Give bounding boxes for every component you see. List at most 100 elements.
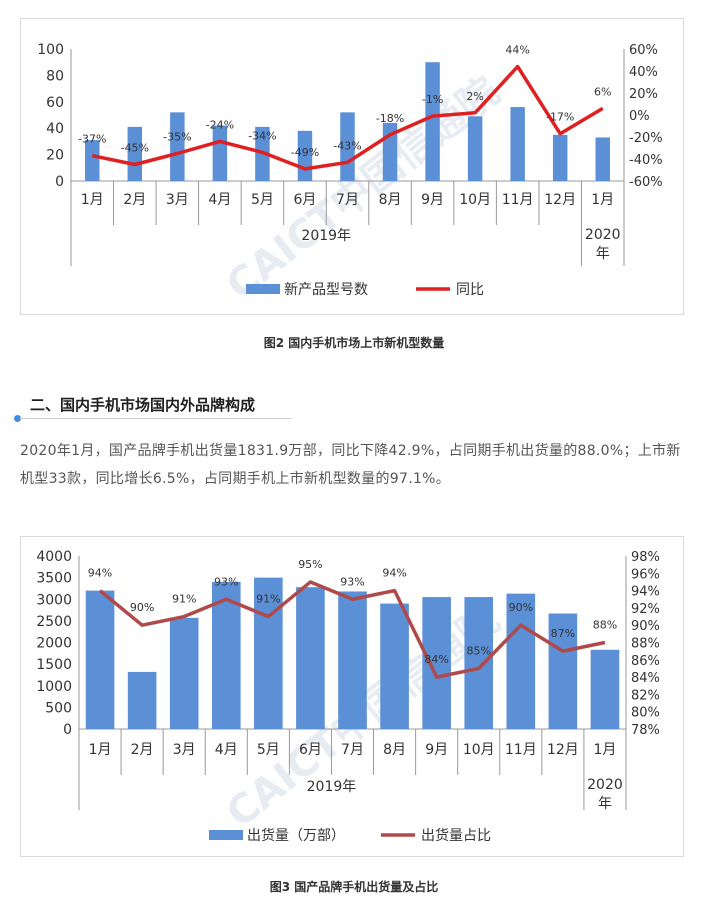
category-label: 7月: [341, 742, 364, 758]
data-label: -18%: [376, 112, 404, 125]
bar: [422, 597, 451, 729]
y-tick-label: 3000: [36, 592, 72, 608]
chart-domestic-shipments-svg: CAICT中国信通院050010001500200025003000350040…: [36, 549, 660, 844]
category-label: 1月: [81, 192, 104, 208]
data-label: 91%: [172, 593, 196, 606]
legend-label: 新产品型号数: [284, 282, 368, 298]
y2-tick-label: -20%: [629, 131, 663, 146]
y-tick-label: 500: [45, 700, 72, 716]
category-label: 6月: [294, 192, 317, 208]
data-label: -37%: [78, 133, 106, 146]
y2-tick-label: -60%: [629, 175, 663, 190]
category-label: 1月: [89, 742, 112, 758]
bar: [212, 125, 228, 181]
y2-tick-label: 86%: [631, 654, 660, 669]
chart-domestic-shipments: CAICT中国信通院050010001500200025003000350040…: [20, 536, 684, 857]
category-label: 6月: [299, 742, 322, 758]
y2-tick-label: 84%: [631, 671, 660, 686]
bar: [85, 590, 115, 729]
bar: [170, 112, 185, 181]
data-label: 93%: [214, 575, 238, 588]
bar: [380, 603, 409, 729]
data-label: 87%: [551, 627, 575, 640]
group-label-suffix: 年: [596, 246, 610, 262]
y-tick-label: 2000: [36, 636, 72, 652]
category-label: 3月: [173, 742, 196, 758]
data-label: 84%: [424, 653, 448, 666]
data-label: 94%: [382, 567, 406, 580]
category-label: 7月: [336, 192, 359, 208]
data-label: 88%: [593, 619, 617, 632]
bar: [510, 107, 525, 181]
group-label: 2019年: [301, 228, 351, 244]
data-label: -1%: [422, 93, 443, 106]
category-label: 9月: [425, 742, 448, 758]
y-tick-label: 100: [37, 42, 64, 58]
y-tick-label: 60: [46, 95, 64, 111]
y2-tick-label: 20%: [629, 87, 658, 102]
category-label: 11月: [505, 742, 537, 758]
legend-label: 出货量占比: [421, 827, 491, 844]
y2-tick-label: 98%: [631, 550, 660, 565]
y2-tick-label: 78%: [631, 723, 660, 738]
category-label: 8月: [379, 192, 402, 208]
section-title: 二、国内手机市场国内外品牌构成: [30, 396, 256, 414]
bar: [506, 593, 536, 729]
data-label: 85%: [467, 644, 491, 657]
y-tick-label: 3500: [36, 571, 72, 587]
category-label: 8月: [383, 742, 406, 758]
chart-new-models-svg: CAICT中国信通院 0 20 40 60 80 100 -60% -40% -20% 0% 20% 4…: [37, 42, 663, 309]
y-tick-label: 2500: [36, 614, 72, 630]
legend-label: 出货量（万部）: [247, 827, 345, 844]
y-tick-label: 80: [46, 68, 64, 84]
y2-tick-label: -40%: [629, 153, 663, 168]
bar: [425, 62, 440, 182]
y2-tick-label: 80%: [631, 706, 660, 721]
category-label: 1月: [591, 192, 614, 208]
category-label: 5月: [251, 192, 274, 208]
y2-tick-label: 92%: [631, 602, 660, 617]
bar: [464, 597, 494, 729]
data-label: -34%: [248, 129, 276, 142]
figure3-caption: 图3 国产品牌手机出货量及占比: [269, 880, 439, 894]
chart-new-models: CAICT中国信通院 0 20 40 60 80 100 -60% -40% -20% 0% 20% 4…: [20, 18, 684, 315]
data-label: 44%: [505, 44, 529, 57]
bar: [254, 577, 283, 729]
bar: [169, 617, 199, 729]
bar: [127, 671, 157, 729]
legend-swatch-bar: [246, 284, 280, 294]
y-tick-label: 4000: [36, 549, 72, 565]
data-label: -17%: [546, 111, 574, 124]
y2-tick-label: 60%: [629, 43, 658, 58]
category-label: 4月: [208, 192, 231, 208]
legend-label: 同比: [456, 282, 484, 298]
data-label: 95%: [298, 558, 322, 571]
y-tick-label: 1500: [36, 657, 72, 673]
y-tick-label: 1000: [36, 679, 72, 695]
group-label-suffix: 年: [598, 796, 612, 812]
y2-tick-label: 90%: [631, 619, 660, 634]
data-label: -49%: [291, 146, 319, 159]
data-label: -45%: [121, 142, 149, 155]
data-label: -43%: [333, 139, 361, 152]
figure2-caption: 图2 国内手机市场上市新机型数量: [263, 336, 445, 350]
bar: [338, 591, 367, 729]
bar: [127, 126, 143, 181]
y-tick-label: 20: [46, 148, 64, 164]
y2-tick-label: 94%: [631, 585, 660, 600]
category-label: 3月: [166, 192, 189, 208]
group-label: 2020: [587, 777, 623, 793]
category-label: 10月: [459, 192, 491, 208]
category-label: 2月: [123, 192, 146, 208]
bar: [552, 134, 568, 181]
category-label: 12月: [547, 742, 579, 758]
data-label: 6%: [594, 85, 611, 98]
watermark: CAICT中国信通院: [218, 68, 508, 309]
bar: [548, 613, 578, 729]
category-label: 12月: [544, 192, 576, 208]
data-label: -35%: [163, 131, 191, 144]
bar: [85, 140, 100, 181]
group-label: 2019年: [307, 779, 357, 795]
y2-tick-label: 88%: [631, 637, 660, 652]
y2-tick-label: 0%: [629, 109, 650, 124]
